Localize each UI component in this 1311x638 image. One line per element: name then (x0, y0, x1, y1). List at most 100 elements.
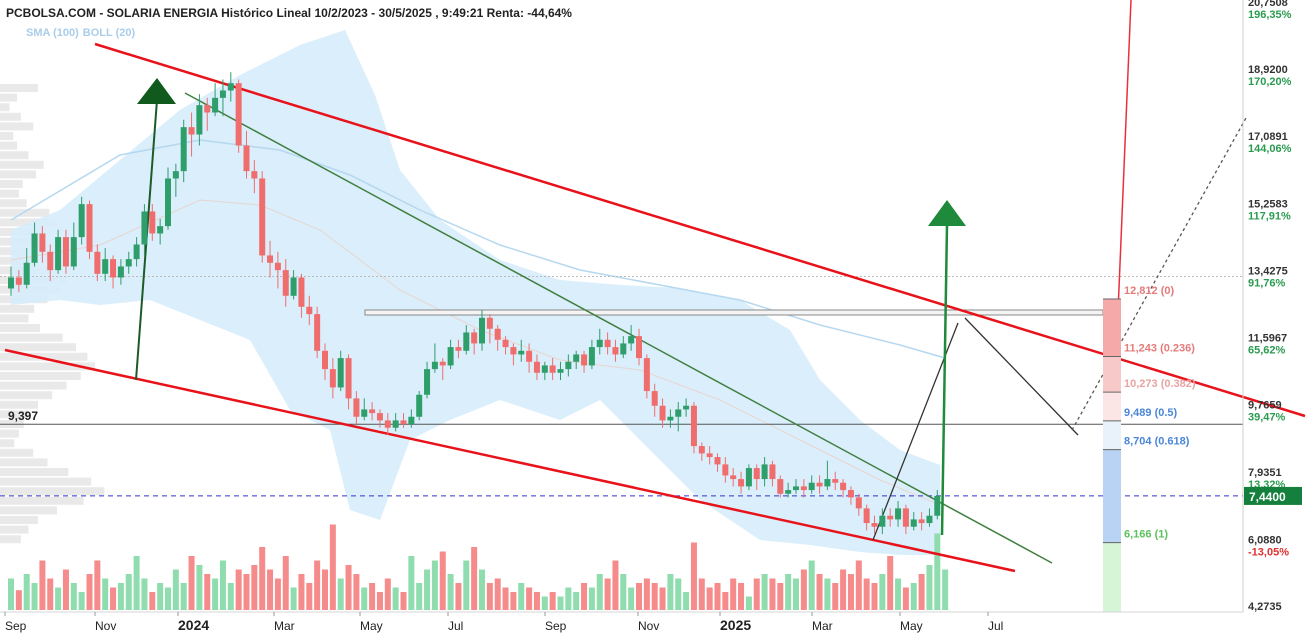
volume-profile-bar (0, 487, 105, 496)
volume-profile-bar (0, 391, 53, 400)
volume-profile-bar (0, 496, 84, 505)
candle-body (526, 350, 533, 362)
candle-body (824, 479, 831, 487)
volume-bar (793, 578, 799, 610)
percent-tick-label: 144,06% (1248, 143, 1292, 155)
candle-body (314, 314, 321, 351)
volume-profile-bar (0, 112, 21, 121)
candle-body (267, 255, 274, 263)
channel-lower-line (4, 348, 1016, 573)
chart-title: PCBOLSA.COM - SOLARIA ENERGIA Histórico … (6, 6, 572, 20)
volume-bar (675, 578, 682, 610)
volume-bar (314, 560, 321, 610)
volume-bar (832, 583, 839, 610)
time-tick-label: May (360, 619, 383, 633)
volume-bar (588, 587, 595, 610)
candle-body (510, 347, 517, 355)
volume-bar (345, 565, 352, 610)
volume-bar (55, 587, 62, 610)
volume-profile-bar (0, 525, 29, 534)
candle-body (683, 405, 690, 410)
fib-level-label: 10,273 (0.382) (1124, 378, 1196, 390)
volume-profile-bar (0, 516, 38, 524)
candle-body (604, 339, 611, 348)
volume-bar (502, 587, 509, 610)
volume-profile-bar (0, 381, 67, 390)
last-price-label: 7,4400 (1249, 490, 1286, 504)
volume-bar (165, 587, 171, 610)
volume-bar (424, 569, 431, 610)
volume-bar (196, 565, 203, 610)
volume-bar (78, 592, 85, 610)
arrow-up-icon (928, 200, 966, 226)
candle-body (879, 515, 886, 527)
candles (8, 72, 941, 535)
candle-body (431, 361, 438, 370)
candle-body (722, 464, 729, 476)
candle-body (769, 464, 776, 480)
candle-body (659, 405, 666, 421)
volume-bar (447, 574, 454, 610)
volume-bar (816, 574, 823, 610)
volume-bar (62, 569, 69, 610)
volume-bar (902, 587, 909, 610)
candle-body (86, 204, 93, 252)
volume-bar (219, 560, 226, 610)
volume-bar (651, 583, 658, 610)
candle-body (612, 347, 619, 355)
volume-bar (369, 583, 376, 610)
candle-body (47, 251, 54, 271)
volume-profile-bar (0, 362, 95, 371)
volume-profile-bar (0, 199, 27, 208)
bollinger-band (10, 30, 946, 555)
candle-body (895, 508, 902, 520)
volume-bar (934, 533, 941, 610)
candle-body (690, 405, 697, 447)
candle-body (714, 457, 721, 465)
candle-body (651, 391, 658, 406)
fib-zone (1103, 299, 1121, 357)
candle-body (133, 244, 140, 260)
candle-body (243, 145, 250, 172)
candle-body (274, 262, 281, 271)
candle-body (369, 409, 376, 414)
volume-bar (612, 560, 619, 610)
time-tick-label: Nov (638, 619, 659, 633)
time-tick-label: Nov (95, 619, 116, 633)
volume-bar (471, 547, 478, 610)
legend-sma[interactable]: SMA (100) (26, 27, 79, 39)
volume-profile-bar (0, 439, 15, 448)
volume-bar (541, 596, 548, 610)
volume-profile-bar (0, 93, 18, 102)
volume-bar (102, 578, 109, 610)
candle-body (384, 420, 391, 428)
volume-bar (840, 569, 847, 610)
volume-bar (94, 560, 101, 610)
percent-tick-label: 39,47% (1248, 412, 1286, 424)
volume-bar (408, 556, 415, 610)
volume-bar (479, 569, 485, 610)
candle-body (62, 237, 69, 267)
candle-body (329, 369, 336, 388)
candle-body (494, 328, 501, 340)
volume-bar (235, 569, 242, 610)
candle-body (110, 259, 117, 278)
volume-bar (745, 596, 752, 610)
volume-bar (259, 547, 266, 610)
indicator-legend[interactable]: SMA (100) BOLL (20) (26, 27, 139, 39)
volume-bar (70, 583, 77, 610)
volume-bar (133, 556, 140, 610)
volume-profile-bar (0, 304, 35, 313)
volume-bar (463, 560, 470, 610)
candle-body (596, 339, 603, 348)
volume-bar (141, 578, 148, 610)
volume-bar (400, 592, 407, 610)
volume-bar (879, 574, 886, 610)
candle-body (376, 413, 383, 421)
legend-boll[interactable]: BOLL (20) (82, 27, 136, 39)
bollinger-area (11, 30, 940, 555)
candle-body (117, 266, 124, 278)
fib-zone (1103, 420, 1121, 450)
volume-bar (392, 587, 399, 610)
volume-bar (738, 583, 745, 610)
